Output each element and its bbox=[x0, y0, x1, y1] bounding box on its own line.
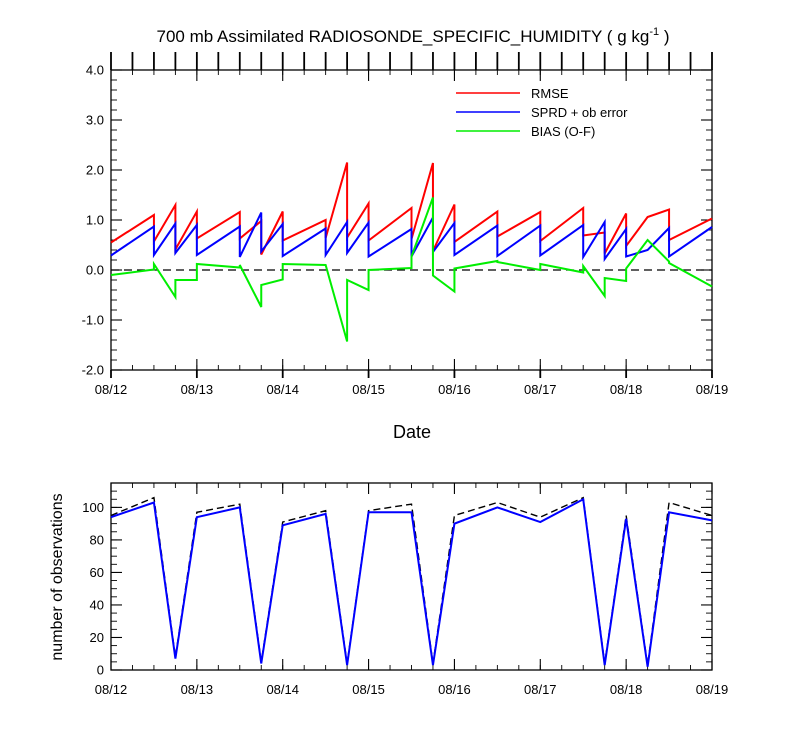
chart-title-superscript: -1 bbox=[649, 26, 659, 38]
chart-title: 700 mb Assimilated RADIOSONDE_SPECIFIC_H… bbox=[157, 26, 670, 46]
bottom-xtick-label: 08/15 bbox=[352, 682, 385, 697]
bottom-ytick-label: 40 bbox=[90, 597, 104, 612]
top-xtick-label: 08/16 bbox=[438, 382, 471, 397]
top-ytick-label: 3.0 bbox=[86, 113, 104, 128]
bottom-ytick-label: 60 bbox=[90, 565, 104, 580]
bottom-ytick-label: 80 bbox=[90, 532, 104, 547]
top-series-bias-o-f bbox=[110, 197, 713, 342]
top-xtick-label: 08/19 bbox=[696, 382, 729, 397]
top-ytick-label: -2.0 bbox=[82, 363, 104, 378]
chart-title-main: 700 mb Assimilated RADIOSONDE_SPECIFIC_H… bbox=[157, 27, 650, 46]
bottom-ytick-label: 0 bbox=[97, 663, 104, 678]
top-xtick-label: 08/15 bbox=[352, 382, 385, 397]
bottom-ytick-label: 20 bbox=[90, 630, 104, 645]
top-series-sprd-ob-error bbox=[110, 212, 713, 263]
top-x-axis-title: Date bbox=[393, 422, 431, 442]
bottom-xtick-label: 08/12 bbox=[95, 682, 128, 697]
top-ytick-label: -1.0 bbox=[82, 313, 104, 328]
top-ytick-label: 4.0 bbox=[86, 63, 104, 78]
bottom-xtick-label: 08/13 bbox=[181, 682, 214, 697]
bottom-chart: 0 20 40 60 80 100 08/12 08/13 08/14 08/15 08/16 08/… bbox=[82, 482, 729, 697]
bottom-xtick-label: 08/14 bbox=[266, 682, 299, 697]
bottom-y-axis-title: number of observations bbox=[49, 493, 66, 660]
top-ytick-label: 0.0 bbox=[86, 263, 104, 278]
bottom-xtick-label: 08/19 bbox=[696, 682, 729, 697]
top-xtick-label: 08/12 bbox=[95, 382, 128, 397]
top-ytick-label: 2.0 bbox=[86, 163, 104, 178]
bottom-ytick-label: 100 bbox=[82, 500, 104, 515]
bottom-xtick-label: 08/17 bbox=[524, 682, 557, 697]
top-xtick-label: 08/14 bbox=[266, 382, 299, 397]
chart-title-end: ) bbox=[659, 27, 669, 46]
legend-label-2: BIAS (O-F) bbox=[531, 124, 595, 139]
legend-label-1: SPRD + ob error bbox=[531, 105, 628, 120]
top-chart: -2.0 -1.0 0.0 1.0 2.0 3.0 4.0 08/12 08/13 08/14 08… bbox=[82, 52, 729, 397]
top-ytick-label: 1.0 bbox=[86, 213, 104, 228]
bottom-series-possible bbox=[110, 496, 713, 666]
legend-label-0: RMSE bbox=[531, 86, 569, 101]
top-xtick-label: 08/18 bbox=[610, 382, 643, 397]
bottom-xtick-label: 08/18 bbox=[610, 682, 643, 697]
top-xtick-label: 08/17 bbox=[524, 382, 557, 397]
bottom-xtick-label: 08/16 bbox=[438, 682, 471, 697]
bottom-series-used bbox=[110, 497, 713, 667]
top-xtick-label: 08/13 bbox=[181, 382, 214, 397]
